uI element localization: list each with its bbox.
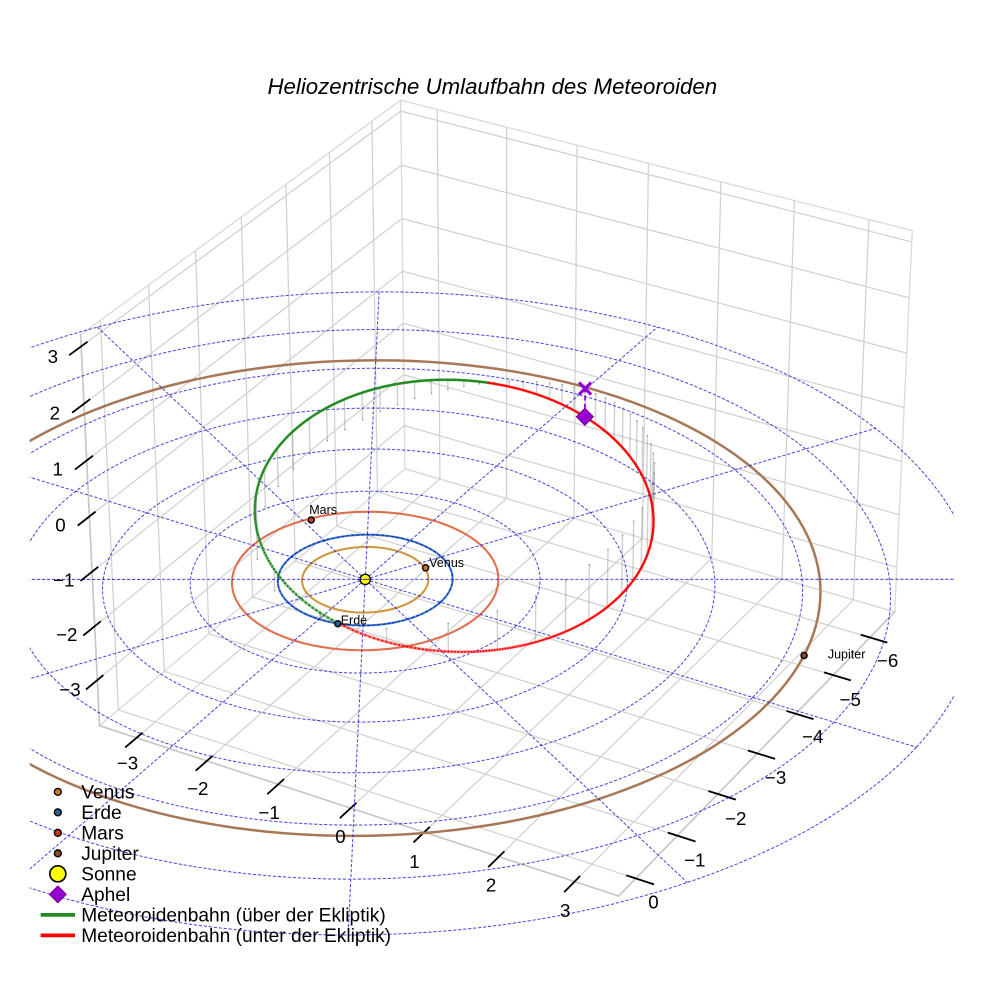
svg-text:Venus: Venus [429,556,464,570]
svg-text:−4: −4 [802,726,823,747]
svg-text:−1: −1 [53,570,74,591]
svg-text:−6: −6 [877,650,898,671]
svg-text:−1: −1 [258,802,279,823]
svg-text:−2: −2 [56,624,77,645]
svg-text:2: 2 [50,403,60,424]
svg-text:−1: −1 [684,850,705,871]
svg-text:−2: −2 [725,808,746,829]
svg-text:0: 0 [55,515,65,536]
svg-text:Erde: Erde [81,803,121,824]
svg-text:0: 0 [648,891,658,912]
svg-text:Jupiter: Jupiter [81,844,139,865]
svg-text:−5: −5 [840,689,861,710]
svg-text:Mars: Mars [309,503,337,517]
svg-text:Venus: Venus [81,783,134,804]
svg-text:1: 1 [52,459,62,480]
svg-text:−3: −3 [117,753,138,774]
svg-text:1: 1 [409,851,419,872]
svg-text:Heliozentrische Umlaufbahn des: Heliozentrische Umlaufbahn des Meteoroid… [268,74,718,99]
svg-text:3: 3 [560,900,570,921]
svg-text:−3: −3 [59,679,80,700]
svg-text:3: 3 [48,346,58,367]
svg-text:Jupiter: Jupiter [828,648,866,662]
svg-text:−2: −2 [187,778,208,799]
svg-text:−3: −3 [765,767,786,788]
svg-text:0: 0 [335,826,345,847]
svg-text:Erde: Erde [341,613,367,627]
svg-text:2: 2 [486,875,496,896]
svg-text:Meteoroidenbahn (unter der Ekl: Meteoroidenbahn (unter der Ekliptik) [81,926,391,947]
svg-text:Meteoroidenbahn (über der Ekli: Meteoroidenbahn (über der Ekliptik) [81,906,386,927]
svg-text:Aphel: Aphel [81,885,130,906]
svg-text:Sonne: Sonne [81,865,136,886]
svg-text:Mars: Mars [81,824,124,845]
